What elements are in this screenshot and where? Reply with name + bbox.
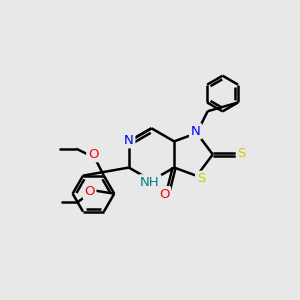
Text: O: O (159, 188, 169, 201)
Text: S: S (237, 147, 246, 160)
Text: N: N (191, 125, 200, 138)
Text: NH: NH (140, 176, 160, 189)
Text: N: N (124, 134, 134, 147)
Text: S: S (197, 172, 205, 185)
Text: O: O (84, 185, 95, 198)
Text: O: O (88, 148, 98, 160)
